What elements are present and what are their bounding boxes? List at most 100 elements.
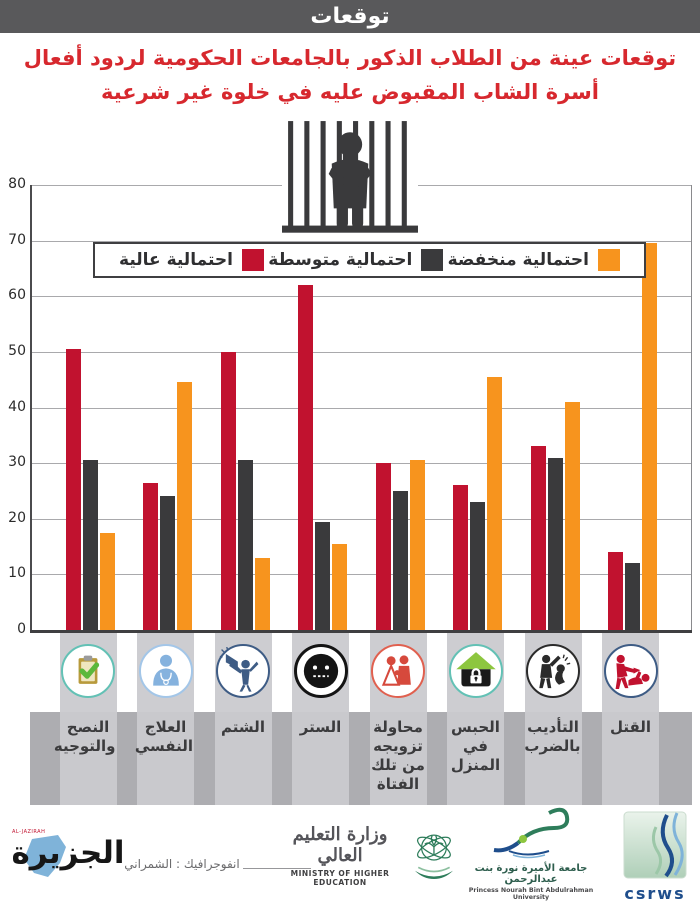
- aljazirah-logo-shape: [24, 835, 66, 877]
- x-axis-line: [30, 630, 692, 633]
- beating-icon: [526, 644, 580, 698]
- gridline: [32, 240, 691, 242]
- clipboard-check-icon: [61, 644, 115, 698]
- ministry-emblem-icon: [415, 834, 454, 879]
- legend-label: احتمالية عالية: [119, 250, 233, 270]
- bar-group: [220, 352, 270, 630]
- category-label-strip: [30, 712, 692, 805]
- title-line-2: أسرة الشاب المقبوض عليه في خلوة غير شرعي…: [100, 80, 600, 104]
- bar-group: [453, 377, 502, 630]
- csrws-logo-text: csrws: [624, 884, 686, 901]
- bar: [564, 402, 580, 630]
- locked-house-icon: [448, 644, 503, 698]
- ministry-logo-english: MINISTRY OF HIGHER EDUCATION: [290, 868, 390, 887]
- legend: احتمالية منخفضة احتمالية متوسطة احتمالية ع…: [93, 242, 646, 278]
- category-column-concealment: الستر: [292, 633, 349, 805]
- category-column-beating: التأديب بالضرب: [524, 633, 582, 805]
- bar-group: [143, 382, 192, 630]
- title-line-1: توقعات عينة من الطلاب الذكور بالجامعات ا…: [23, 46, 677, 70]
- aljazirah-logo-small-text: AL-JAZIRAH: [12, 829, 46, 835]
- category-label: العلاج النفسي: [135, 712, 194, 805]
- killing-icon: [603, 644, 658, 698]
- bar: [254, 558, 270, 630]
- credit-text: انفوجرافيك : الشمراني: [124, 857, 240, 871]
- pnu-logo: جامعة الأميرة نورة بنت عبدالرحمن Princes…: [463, 805, 599, 901]
- footer-divider-line: [243, 868, 311, 869]
- category-column-cursing: الشتم: [214, 633, 272, 805]
- bar: [177, 382, 192, 630]
- category-column-marriage: محاولة تزويجه من تلك الفتاة: [369, 633, 427, 805]
- y-tick-label: 70: [8, 231, 26, 248]
- pnu-logo-english: Princess Nourah Bint Abdulrahman Univers…: [468, 887, 594, 901]
- bar-group: [65, 349, 115, 630]
- bar: [220, 352, 236, 630]
- wedding-couple-icon: [371, 644, 425, 698]
- category-label: النصح والتوجيه: [54, 712, 117, 805]
- legend-swatch: [242, 249, 264, 271]
- legend-item: احتمالية عالية: [119, 249, 264, 271]
- aljazirah-logo-arabic: الجزيرة: [11, 835, 125, 871]
- bar: [315, 522, 330, 630]
- y-tick-label: 40: [8, 398, 26, 415]
- header-banner: توقعات: [0, 0, 700, 33]
- category-label: الشتم: [214, 712, 272, 805]
- category-label: الستر: [292, 712, 349, 805]
- gridline: [32, 351, 691, 353]
- category-label: الحبس في المنزل: [447, 712, 504, 805]
- psychologist-icon: [138, 644, 193, 698]
- bar: [453, 485, 468, 630]
- category-column-advice: النصح والتوجيه: [54, 633, 117, 805]
- bar-group: [608, 243, 657, 630]
- header-title: توقعات: [310, 4, 390, 29]
- gridline: [32, 407, 691, 409]
- gridline: [32, 463, 691, 465]
- category-column-therapy: العلاج النفسي: [135, 633, 194, 805]
- gridline: [32, 296, 691, 298]
- aljazirah-logo: AL-JAZIRAH الجزيرة: [8, 827, 128, 893]
- bar: [237, 460, 253, 630]
- bar: [470, 502, 485, 630]
- bar: [99, 533, 115, 630]
- bar: [409, 460, 425, 630]
- gridline: [32, 518, 691, 520]
- category-label: القتل: [602, 712, 659, 805]
- legend-item: احتمالية متوسطة: [268, 249, 444, 271]
- bar-group: [375, 460, 425, 630]
- prisoner-icon-graphic: [282, 121, 418, 233]
- bar: [82, 460, 98, 630]
- megaphone-person-icon: [216, 644, 270, 698]
- bar: [375, 463, 391, 630]
- bar: [608, 552, 623, 630]
- bar: [530, 446, 546, 630]
- pnu-logo-swan-icon: [493, 807, 570, 859]
- bar-group: [530, 402, 580, 630]
- ministry-of-higher-education-logo: وزارة التعليم العالي MINISTRY OF HIGHER …: [276, 815, 458, 895]
- bar: [332, 544, 347, 630]
- bar-group: [298, 285, 347, 630]
- y-tick-label: 80: [8, 176, 26, 192]
- y-tick-label: 60: [8, 287, 26, 304]
- y-tick-label: 20: [8, 509, 26, 526]
- legend-label: احتمالية متوسطة: [268, 250, 413, 270]
- bar: [392, 491, 408, 630]
- y-tick-label: 10: [8, 565, 26, 582]
- bar: [642, 243, 657, 630]
- bar: [65, 349, 81, 630]
- page-title: توقعات عينة من الطلاب الذكور بالجامعات ا…: [0, 41, 700, 109]
- legend-label: احتمالية منخفضة: [447, 250, 589, 270]
- prisoner-behind-bars-icon: [282, 117, 418, 240]
- category-label: التأديب بالضرب: [524, 712, 582, 805]
- bar: [625, 563, 640, 630]
- bar: [487, 377, 502, 630]
- gridline: [32, 574, 691, 576]
- y-tick-label: 0: [17, 621, 26, 637]
- csrws-logo: csrws: [616, 811, 694, 901]
- y-tick-label: 30: [8, 454, 26, 471]
- ministry-logo-arabic: وزارة التعليم العالي: [292, 823, 388, 866]
- csrws-logo-icon: [623, 811, 687, 879]
- category-label: محاولة تزويجه من تلك الفتاة: [369, 712, 427, 805]
- legend-item: احتمالية منخفضة: [448, 249, 620, 271]
- category-column-house-arrest: الحبس في المنزل: [447, 633, 504, 805]
- bar: [160, 496, 175, 630]
